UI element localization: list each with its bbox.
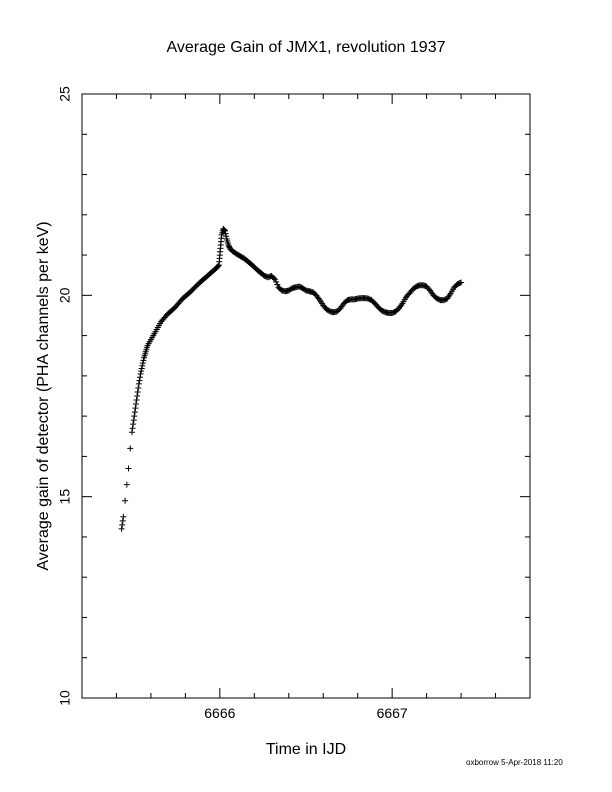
data-point <box>140 357 147 364</box>
data-point <box>222 230 229 237</box>
footer-credit: oxborrow 5-Apr-2018 11:20 <box>466 758 563 767</box>
data-point <box>138 365 145 372</box>
data-point <box>271 276 278 283</box>
data-point <box>131 409 138 416</box>
axis-tick-labels: 10 15 20 25 6666 6667 <box>57 86 408 721</box>
data-point <box>274 281 281 288</box>
data-point <box>135 384 142 391</box>
data-point <box>138 368 145 375</box>
data-point <box>270 275 277 282</box>
y-tick-label: 20 <box>57 287 73 303</box>
axis-ticks <box>82 93 531 699</box>
data-point <box>456 279 463 286</box>
x-tick-label: 6666 <box>204 705 235 721</box>
data-points <box>118 225 465 532</box>
y-tick-label: 15 <box>57 489 73 505</box>
data-point <box>221 227 228 234</box>
data-point <box>134 388 141 395</box>
data-point <box>119 521 126 528</box>
data-point <box>222 227 229 234</box>
x-tick-label: 6667 <box>377 705 408 721</box>
plot-frame <box>81 93 531 699</box>
data-point <box>122 497 129 504</box>
data-point <box>137 374 144 381</box>
data-point <box>139 362 146 369</box>
data-point <box>134 393 141 399</box>
data-point <box>132 405 139 412</box>
data-point <box>220 226 227 233</box>
data-point <box>118 525 125 532</box>
chart-title: Average Gain of JMX1, revolution 1937 <box>167 39 446 56</box>
y-tick-label: 10 <box>57 690 73 706</box>
data-point <box>130 417 137 424</box>
data-point <box>128 429 135 436</box>
y-tick-label: 25 <box>57 86 73 102</box>
data-point <box>127 445 134 452</box>
data-point <box>119 517 126 524</box>
data-point <box>135 380 142 387</box>
data-point <box>133 397 140 404</box>
data-point <box>223 233 230 240</box>
data-point <box>125 465 132 472</box>
data-point <box>123 481 130 488</box>
data-point <box>273 278 280 285</box>
data-point <box>120 513 127 520</box>
data-point <box>137 370 144 377</box>
data-point <box>226 243 233 250</box>
data-point <box>129 425 136 432</box>
data-point <box>136 377 143 384</box>
data-point <box>132 401 139 408</box>
data-point <box>139 360 146 367</box>
data-point <box>225 242 232 248</box>
data-point <box>458 279 465 286</box>
data-point <box>130 421 137 428</box>
data-point <box>131 413 138 420</box>
x-axis-label: Time in IJD <box>266 741 346 758</box>
y-axis-label: Average gain of detector (PHA channels p… <box>35 221 52 570</box>
data-point <box>215 263 222 270</box>
